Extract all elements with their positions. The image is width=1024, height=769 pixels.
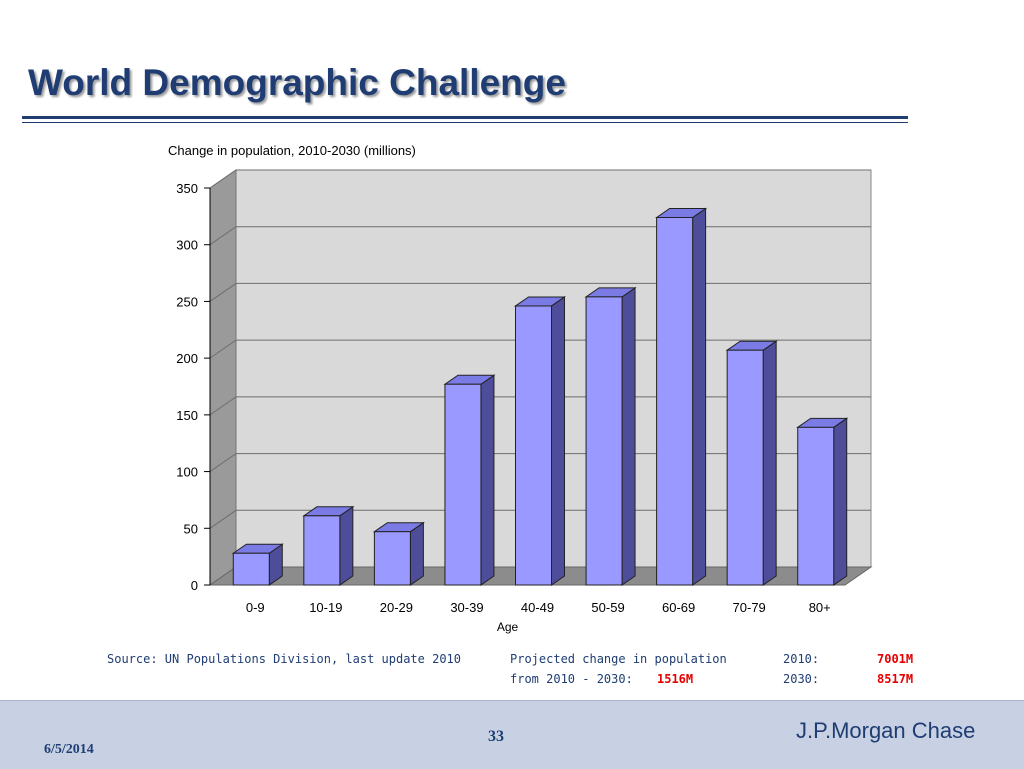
x-tick-label: 60-69 — [662, 600, 695, 615]
y-tick-label: 100 — [176, 465, 198, 480]
y-tick-label: 200 — [176, 351, 198, 366]
projected-change-value: 1516M — [657, 672, 694, 686]
bar-front — [232, 552, 270, 586]
x-tick-label: 20-29 — [380, 600, 413, 615]
brand-name: J.P.Morgan Chase — [796, 718, 976, 743]
year-2010-value: 7001M — [877, 652, 914, 666]
bar-front — [656, 216, 694, 586]
bar-side — [409, 521, 424, 586]
page-number: 33 — [488, 728, 504, 745]
year-2010-label: 2010: — [783, 652, 820, 666]
x-tick-label: 40-49 — [521, 600, 554, 615]
bar-front — [585, 296, 623, 586]
title-underline — [22, 116, 908, 119]
title-underline-thin — [22, 122, 908, 123]
bar — [302, 505, 355, 586]
bar-chart: 0 50 100 150 200 250 300 350 0-9 10-19 20-29 30-39 4… — [176, 169, 873, 634]
y-tick-label: 50 — [184, 521, 198, 536]
bar-side — [551, 296, 565, 586]
bar — [372, 521, 425, 586]
footer-bar — [0, 700, 1024, 769]
bar-side — [339, 505, 354, 586]
y-tick-label: 250 — [176, 294, 198, 309]
x-tick-label: 80+ — [809, 600, 831, 615]
bar-side — [692, 207, 707, 586]
projected-change-label: Projected change in population — [510, 652, 727, 666]
bar-front — [797, 426, 835, 586]
bar — [655, 207, 708, 586]
bar — [584, 286, 637, 586]
bar-front — [373, 531, 411, 586]
bar-front — [444, 383, 482, 586]
x-tick-label: 50-59 — [591, 600, 624, 615]
bar-side — [621, 286, 636, 586]
bar-side — [480, 374, 495, 586]
year-2030-label: 2030: — [783, 672, 820, 686]
bar — [513, 296, 567, 586]
x-axis-label: Age — [497, 620, 519, 634]
x-tick-label: 70-79 — [733, 600, 766, 615]
bar — [725, 340, 778, 586]
projected-change-period: from 2010 - 2030: — [510, 672, 633, 686]
bar — [443, 374, 496, 586]
x-tick-label: 10-19 — [309, 600, 342, 615]
bar — [231, 543, 284, 586]
gridline — [209, 169, 871, 189]
y-tick-label: 350 — [176, 181, 198, 196]
slide-date: 6/5/2014 — [44, 742, 94, 757]
bar-side — [833, 417, 848, 586]
plot-side-wall — [209, 169, 237, 586]
bar-front — [726, 349, 764, 586]
bar-side — [762, 340, 777, 586]
bar-front — [515, 305, 552, 586]
y-tick-label: 150 — [176, 408, 198, 423]
x-tick-label: 0-9 — [246, 600, 265, 615]
y-tick-label: 300 — [176, 238, 198, 253]
bar-front — [303, 515, 341, 586]
slide-title: World Demographic Challenge — [28, 62, 566, 103]
x-tick-label: 30-39 — [450, 600, 483, 615]
chart-title: Change in population, 2010-2030 (million… — [168, 143, 416, 158]
source-note: Source: UN Populations Division, last up… — [107, 652, 462, 666]
y-tick-label: 0 — [191, 578, 198, 593]
bar — [796, 417, 849, 586]
year-2030-value: 8517M — [877, 672, 914, 686]
